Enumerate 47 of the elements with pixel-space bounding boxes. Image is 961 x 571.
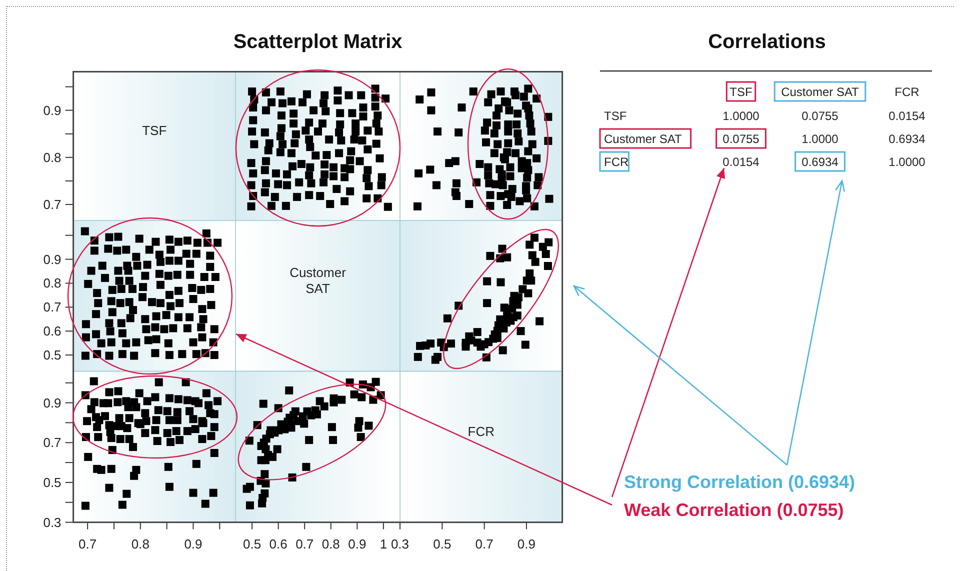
y-tick-label: 0.6 bbox=[43, 324, 62, 339]
x-tick-label: 1 bbox=[380, 536, 388, 552]
x-tick-label: 0.7 bbox=[475, 536, 494, 552]
category-label: TSF bbox=[604, 109, 627, 123]
text: 0.6934 bbox=[802, 155, 838, 169]
y-tick-label: 0.8 bbox=[43, 150, 62, 165]
x-tick-label: 0.3 bbox=[390, 536, 410, 552]
y-tick-label: 0.9 bbox=[43, 395, 62, 410]
y-tick-label: 0.7 bbox=[43, 435, 62, 450]
category-label: FCR bbox=[604, 155, 629, 169]
category-label: Customer SAT bbox=[604, 132, 682, 146]
annotation: TSF bbox=[142, 123, 167, 138]
text: Scatterplot Matrix bbox=[233, 31, 402, 53]
category-label: Customer SAT bbox=[781, 85, 860, 99]
text: 0.0755 bbox=[802, 109, 838, 123]
text: Correlations bbox=[708, 31, 826, 53]
text: 0.6934 bbox=[888, 132, 926, 146]
text: 1.0000 bbox=[722, 109, 760, 123]
text: Strong Correlation (0.6934) bbox=[624, 472, 856, 492]
annotation: FCR bbox=[468, 424, 495, 439]
y-tick-label: 0.5 bbox=[43, 348, 62, 363]
text: 0.0154 bbox=[888, 109, 926, 123]
text: 0.0154 bbox=[722, 155, 760, 169]
x-tick-label: 0.7 bbox=[296, 536, 314, 552]
y-tick-label: 0.7 bbox=[43, 196, 62, 212]
y-tick-label: 0.7 bbox=[43, 300, 62, 315]
x-tick-label: 0.6 bbox=[269, 536, 288, 552]
x-tick-label: 0.9 bbox=[348, 536, 366, 552]
y-tick-label: 0.9 bbox=[43, 252, 62, 267]
x-tick-label: 0.8 bbox=[131, 536, 150, 552]
x-tick-label: 0.5 bbox=[243, 536, 262, 552]
text: 1.0000 bbox=[802, 132, 838, 146]
text: 0.0755 bbox=[722, 132, 760, 146]
x-tick-label: 0.7 bbox=[78, 536, 97, 552]
text: 1.0000 bbox=[888, 155, 926, 169]
category-label: TSF bbox=[730, 85, 752, 99]
text: Weak Correlation (0.0755) bbox=[624, 500, 844, 520]
y-tick-label: 0.8 bbox=[43, 276, 62, 291]
x-tick-label: 0.8 bbox=[322, 536, 340, 552]
y-tick-label: 0.9 bbox=[43, 102, 62, 118]
x-tick-label: 0.5 bbox=[433, 536, 452, 552]
y-tick-label: 0.5 bbox=[43, 474, 62, 490]
category-label: FCR bbox=[894, 85, 920, 99]
x-tick-label: 0.9 bbox=[184, 536, 202, 552]
y-tick-label: 0.3 bbox=[43, 514, 62, 530]
text: Customer SAT bbox=[290, 264, 347, 296]
x-tick-label: 0.9 bbox=[517, 536, 536, 552]
